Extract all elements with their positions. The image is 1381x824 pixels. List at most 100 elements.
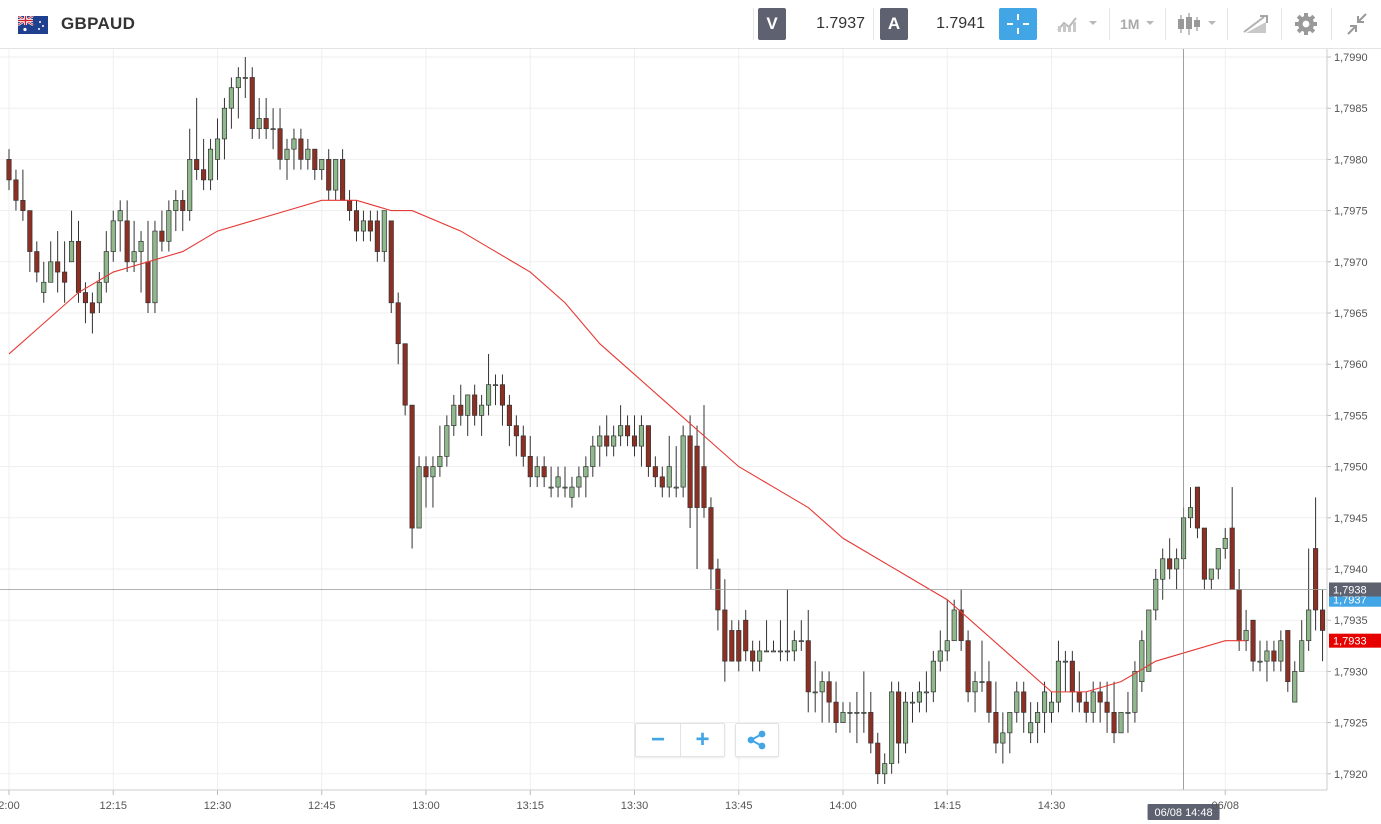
candle-body-down <box>13 179 19 201</box>
candle-body-up <box>235 77 241 89</box>
candle <box>659 466 665 498</box>
candle-body-down <box>520 435 526 457</box>
collapse-button[interactable] <box>1337 8 1377 40</box>
candle <box>1139 630 1145 692</box>
candle <box>1319 589 1326 662</box>
candle-body-up <box>569 486 575 498</box>
candle <box>423 456 429 508</box>
crosshair-button[interactable] <box>999 8 1037 40</box>
chevron-down-icon <box>1146 21 1154 25</box>
candle <box>1028 702 1034 744</box>
candle-body-up <box>1160 558 1166 580</box>
candle-body-down <box>1319 609 1326 631</box>
candle <box>48 241 54 283</box>
candle <box>736 620 742 672</box>
zoom-in-button[interactable]: + <box>680 724 724 756</box>
candle <box>152 220 158 313</box>
indicators-button[interactable] <box>1052 8 1104 40</box>
candle <box>1160 548 1166 600</box>
candle-body-up <box>242 77 248 79</box>
candle-body-up <box>41 281 47 293</box>
share-button[interactable] <box>735 723 779 757</box>
candle-body-up <box>1292 671 1298 703</box>
bid-value[interactable]: 1.7937 <box>816 15 865 32</box>
candle-body-down <box>89 302 95 314</box>
toolbar-divider <box>1331 8 1332 40</box>
candle-body-down <box>1250 619 1256 662</box>
crosshair-time-label: 06/08 14:48 <box>1147 804 1220 820</box>
drawing-tools-button[interactable] <box>1236 8 1276 40</box>
candle <box>360 210 367 242</box>
chart-type-candles-icon <box>1178 13 1216 35</box>
x-tick-label: 12:45 <box>308 800 336 812</box>
candle-body-up <box>534 466 540 478</box>
candle-body-up <box>1243 630 1249 642</box>
candle <box>1007 712 1013 754</box>
candle-body-up <box>812 691 818 694</box>
x-tick-label: 13:15 <box>516 800 544 812</box>
toolbar-divider <box>1227 8 1228 40</box>
candle-body-down <box>145 261 151 304</box>
ask-value[interactable]: 1.7941 <box>936 15 985 32</box>
candle <box>826 671 832 723</box>
candle <box>13 169 19 211</box>
candle <box>131 220 137 273</box>
candle <box>374 210 380 262</box>
chart-type-button[interactable] <box>1172 8 1224 40</box>
candle-body-up <box>1000 732 1006 744</box>
candle <box>312 148 318 180</box>
candle-body-up <box>861 712 867 714</box>
candle <box>1187 487 1194 529</box>
candle <box>34 241 40 283</box>
x-tick-label: 13:30 <box>621 800 649 812</box>
candle-body-down <box>1313 548 1319 611</box>
zoom-out-button[interactable]: − <box>650 726 665 753</box>
candle-body-down <box>472 394 478 416</box>
candle <box>861 671 867 733</box>
candle <box>298 128 304 170</box>
candle <box>583 456 589 498</box>
candle-body-down <box>604 435 610 447</box>
candle <box>1299 620 1305 672</box>
bid-label[interactable]: V <box>758 8 786 40</box>
candle <box>840 702 846 723</box>
candle <box>1146 609 1152 672</box>
candle <box>145 220 151 313</box>
ask-label[interactable]: A <box>880 8 908 40</box>
y-tick-label: 1,7920 <box>1334 769 1368 781</box>
candle <box>1062 650 1068 692</box>
candle-body-down <box>75 240 82 293</box>
settings-button[interactable] <box>1286 8 1326 40</box>
candle <box>367 210 373 242</box>
candle-body-up <box>1306 609 1312 642</box>
candle <box>798 620 804 651</box>
candle-body-up <box>548 486 554 489</box>
candle <box>847 702 853 733</box>
candle <box>562 466 568 498</box>
candle <box>854 691 860 744</box>
candle <box>256 97 262 139</box>
candle <box>27 210 33 273</box>
candle <box>249 67 255 139</box>
candle-body-up <box>562 486 568 489</box>
candle <box>618 405 624 447</box>
candle-body-up <box>757 650 763 662</box>
y-tick-label: 1,7960 <box>1334 359 1368 371</box>
candle-body-up <box>673 486 679 489</box>
candle-body-down <box>402 343 408 406</box>
candle-body-up <box>902 701 909 744</box>
candle-body-up <box>492 384 499 387</box>
candle-body-up <box>284 148 290 160</box>
candle <box>1014 681 1020 723</box>
candle-body-up <box>576 476 582 488</box>
candle <box>1292 661 1298 703</box>
candle-body-down <box>55 261 61 273</box>
candle <box>791 630 797 662</box>
candle-body-up <box>909 701 916 704</box>
candle <box>909 691 916 723</box>
candle <box>520 425 526 467</box>
y-tick-label: 1,7970 <box>1334 257 1368 269</box>
timeframe-dropdown[interactable]: 1M <box>1114 8 1160 40</box>
candle-body-down <box>34 251 40 273</box>
